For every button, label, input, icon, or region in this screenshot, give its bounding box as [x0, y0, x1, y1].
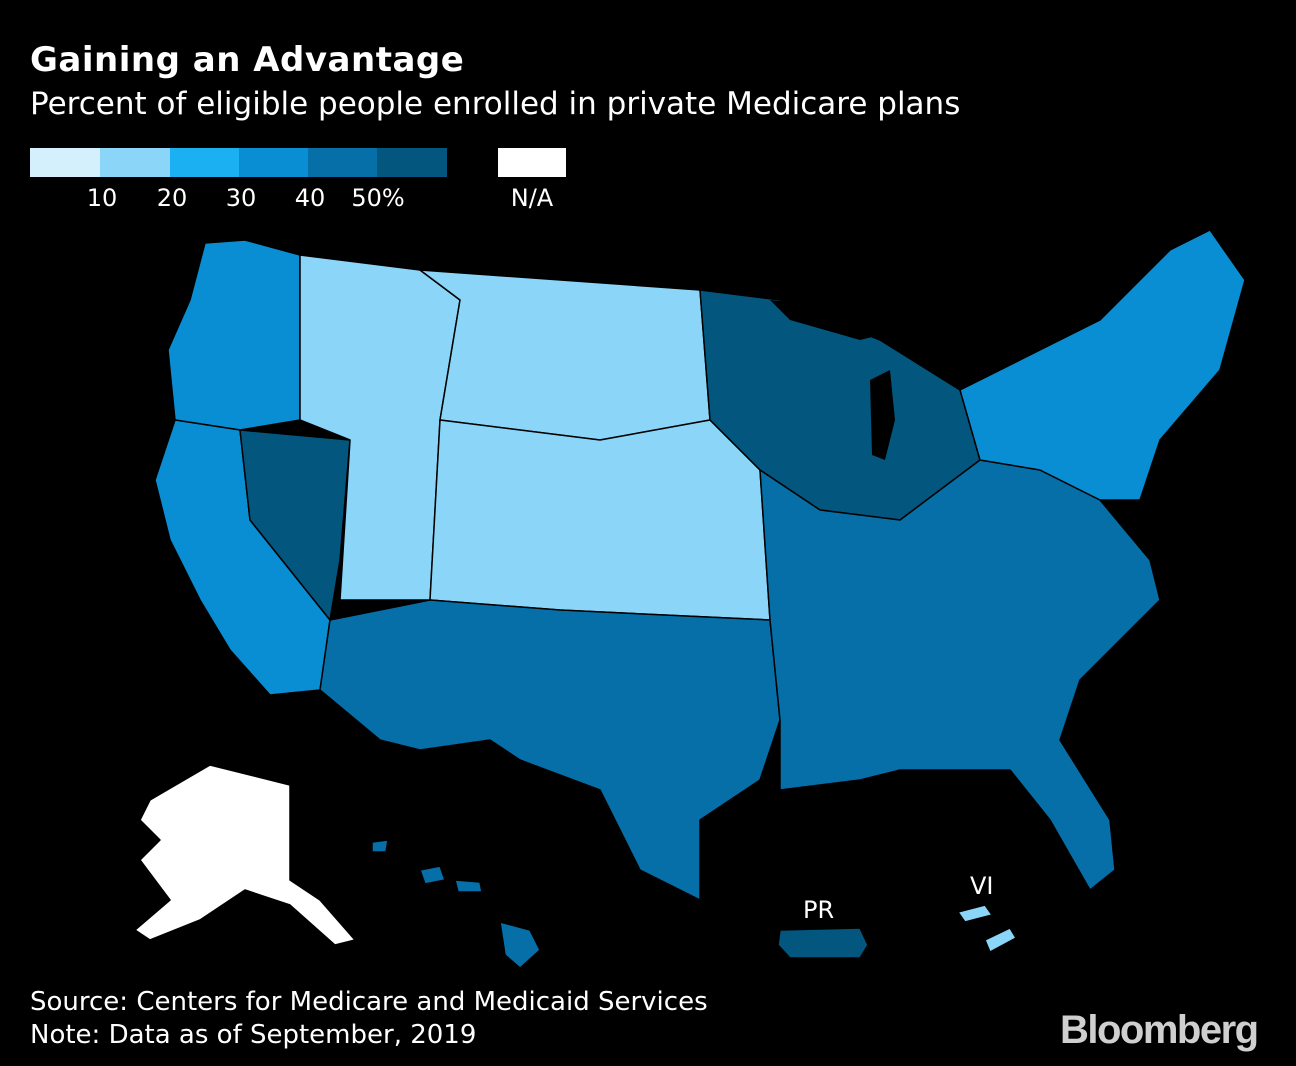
data-note: Note: Data as of September, 2019 — [30, 1020, 477, 1050]
legend-tick-40: 40 — [294, 184, 326, 212]
legend-swatch-0 — [30, 148, 100, 177]
lake-michigan — [870, 370, 895, 460]
source-note: Source: Centers for Medicare and Medicai… — [30, 987, 708, 1017]
legend-swatch-2 — [170, 148, 239, 177]
legend-na-label: N/A — [510, 184, 554, 212]
legend-swatch-3 — [239, 148, 308, 177]
vi-label: VI — [970, 872, 994, 900]
region-northeast — [959, 229, 1246, 501]
chart-title: Gaining an Advantage — [30, 40, 465, 80]
region-alaska — [134, 764, 356, 946]
region-nevada — [239, 429, 351, 621]
legend-tick-50: 50% — [351, 184, 405, 212]
legend-swatch-4 — [308, 148, 377, 177]
legend-tick-10: 10 — [86, 184, 118, 212]
legend-swatch-5 — [377, 148, 447, 177]
legend-tick-20: 20 — [156, 184, 188, 212]
lake-superior — [770, 300, 900, 340]
pr-label: PR — [803, 896, 834, 924]
bloomberg-logo: Bloomberg — [1060, 1008, 1259, 1052]
region-southeast — [759, 459, 1161, 891]
legend-swatch-1 — [100, 148, 170, 177]
legend-na-swatch — [498, 148, 566, 177]
region-hawaii — [371, 839, 541, 969]
region-puerto-rico — [777, 927, 869, 959]
region-central-plains — [429, 419, 771, 621]
legend-tick-30: 30 — [225, 184, 257, 212]
chart-subtitle: Percent of eligible people enrolled in p… — [30, 86, 961, 122]
region-virgin-islands — [957, 904, 1017, 953]
region-texas — [319, 599, 781, 901]
region-northern-plains — [419, 269, 711, 441]
region-pacific-northwest — [167, 239, 301, 431]
